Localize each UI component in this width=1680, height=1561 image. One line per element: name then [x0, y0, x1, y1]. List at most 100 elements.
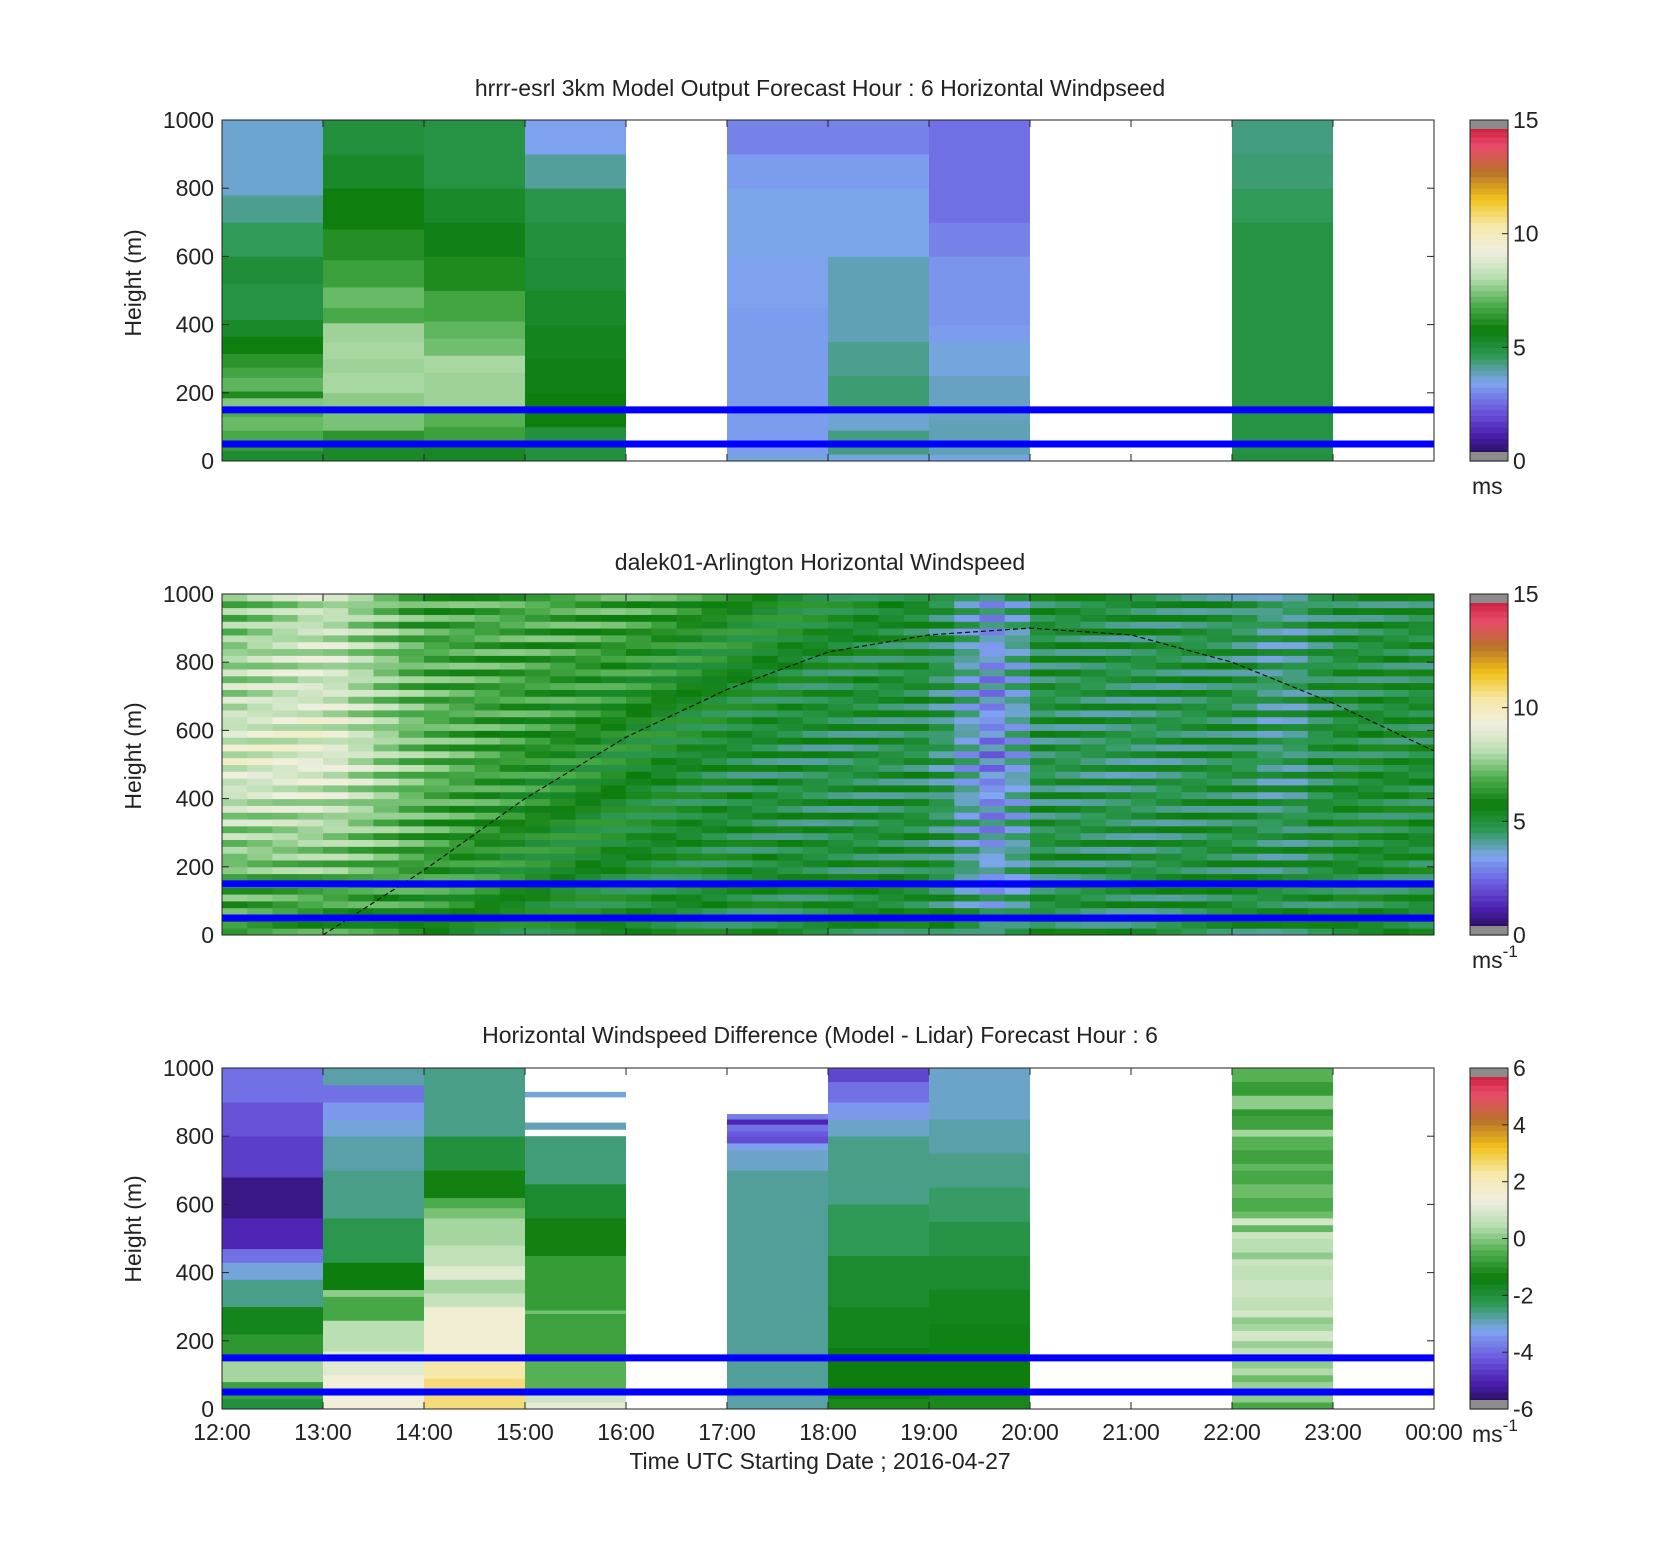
heatmap-cell	[777, 832, 804, 841]
heatmap-cell	[247, 812, 273, 820]
heatmap-cell	[600, 846, 627, 854]
heatmap-cell	[802, 600, 829, 609]
heatmap-cell	[1358, 594, 1384, 602]
heatmap-cell	[525, 628, 551, 636]
heatmap-cell	[802, 675, 829, 684]
heatmap-cell	[701, 750, 728, 759]
heatmap-cell	[323, 682, 349, 690]
heatmap-cell	[1307, 628, 1334, 636]
heatmap-cell	[752, 641, 778, 650]
heatmap-cell	[701, 730, 728, 738]
y-tick-label: 200	[176, 1328, 214, 1354]
heatmap-cell	[878, 921, 905, 929]
heatmap-cell	[853, 675, 879, 684]
heatmap-cell	[701, 621, 728, 629]
heatmap-cell	[449, 757, 475, 765]
heatmap-cell	[575, 791, 602, 800]
heatmap-cell	[1131, 928, 1157, 936]
heatmap-cell	[929, 1323, 1030, 1359]
heatmap-cell	[1307, 846, 1334, 854]
heatmap-cell	[525, 723, 551, 731]
heatmap-cell	[600, 866, 627, 875]
heatmap-cell	[1080, 709, 1107, 718]
colorbar-cell	[1470, 1210, 1508, 1217]
heatmap-cell	[979, 757, 1006, 765]
heatmap-cell	[752, 730, 778, 738]
heatmap-cell	[575, 757, 602, 765]
heatmap-cell	[1408, 655, 1435, 663]
heatmap-cell	[575, 894, 602, 902]
colorbar-cell	[1470, 787, 1508, 794]
heatmap-cell	[903, 628, 930, 636]
heatmap-cell	[1333, 778, 1359, 786]
heatmap-cell	[1307, 784, 1334, 793]
heatmap-cell	[222, 377, 323, 392]
heatmap-cell	[1333, 703, 1359, 711]
y-tick-label: 600	[176, 717, 214, 743]
heatmap-cell	[1232, 1129, 1333, 1137]
heatmap-cell	[651, 750, 677, 759]
heatmap-cell	[1358, 634, 1384, 643]
heatmap-cell	[348, 594, 374, 602]
heatmap-cell	[1307, 894, 1334, 902]
heatmap-cell	[398, 709, 425, 718]
heatmap-cell	[1358, 853, 1384, 861]
heatmap-cell	[323, 634, 349, 643]
heatmap-cell	[1055, 894, 1081, 902]
heatmap-cell	[701, 900, 728, 909]
heatmap-cell	[323, 737, 349, 745]
heatmap-cell	[727, 614, 753, 622]
colorbar-cell	[1470, 1164, 1508, 1171]
heatmap-cell	[247, 784, 273, 793]
heatmap-cell	[828, 873, 854, 881]
heatmap-cell	[1383, 894, 1410, 902]
heatmap-cell	[626, 839, 652, 847]
heatmap-cell	[777, 703, 804, 711]
heatmap-cell	[651, 928, 677, 936]
heatmap-cell	[1105, 900, 1132, 909]
heatmap-cell	[222, 283, 323, 320]
heatmap-cell	[1080, 812, 1107, 820]
heatmap-cell	[1105, 887, 1132, 895]
heatmap-cell	[1156, 607, 1182, 615]
heatmap-cell	[903, 750, 930, 759]
heatmap-cell	[398, 921, 425, 929]
colorbar-cell	[1470, 250, 1508, 257]
colorbar-cell	[1470, 1227, 1508, 1234]
heatmap-cell	[954, 709, 980, 718]
heatmap-cell	[752, 607, 778, 615]
heatmap-cell	[247, 669, 273, 677]
colorbar-cell	[1470, 827, 1508, 834]
heatmap-cell	[1282, 757, 1309, 765]
x-tick-label: 15:00	[496, 1419, 554, 1445]
heatmap-cell	[1206, 873, 1233, 881]
heatmap-cell	[525, 120, 626, 155]
heatmap-cell	[474, 853, 501, 861]
heatmap-cell	[727, 454, 828, 462]
heatmap-cell	[297, 900, 324, 909]
heatmap-cell	[1408, 716, 1435, 725]
heatmap-cell	[1232, 222, 1333, 455]
heatmap-cell	[1408, 825, 1435, 834]
heatmap-cell	[323, 120, 424, 155]
heatmap-cell	[828, 764, 854, 772]
heatmap-cell	[600, 744, 627, 752]
heatmap-cell	[525, 764, 551, 772]
heatmap-cell	[1080, 798, 1107, 806]
heatmap-cell	[272, 716, 299, 725]
heatmap-cell	[1408, 600, 1435, 609]
heatmap-cell	[954, 696, 980, 704]
heatmap-cell	[1030, 764, 1056, 772]
heatmap-cell	[525, 154, 626, 189]
heatmap-cell	[449, 798, 475, 806]
heatmap-cell	[1055, 696, 1081, 704]
heatmap-cell	[1358, 621, 1384, 629]
heatmap-cell	[954, 839, 980, 847]
heatmap-cell	[1181, 839, 1208, 847]
heatmap-cell	[903, 887, 930, 895]
heatmap-cell	[828, 1081, 929, 1103]
heatmap-cell	[1206, 709, 1233, 718]
heatmap-cell	[600, 641, 627, 650]
colorbar-tick-label: 2	[1513, 1169, 1526, 1195]
heatmap-cell	[474, 662, 501, 670]
